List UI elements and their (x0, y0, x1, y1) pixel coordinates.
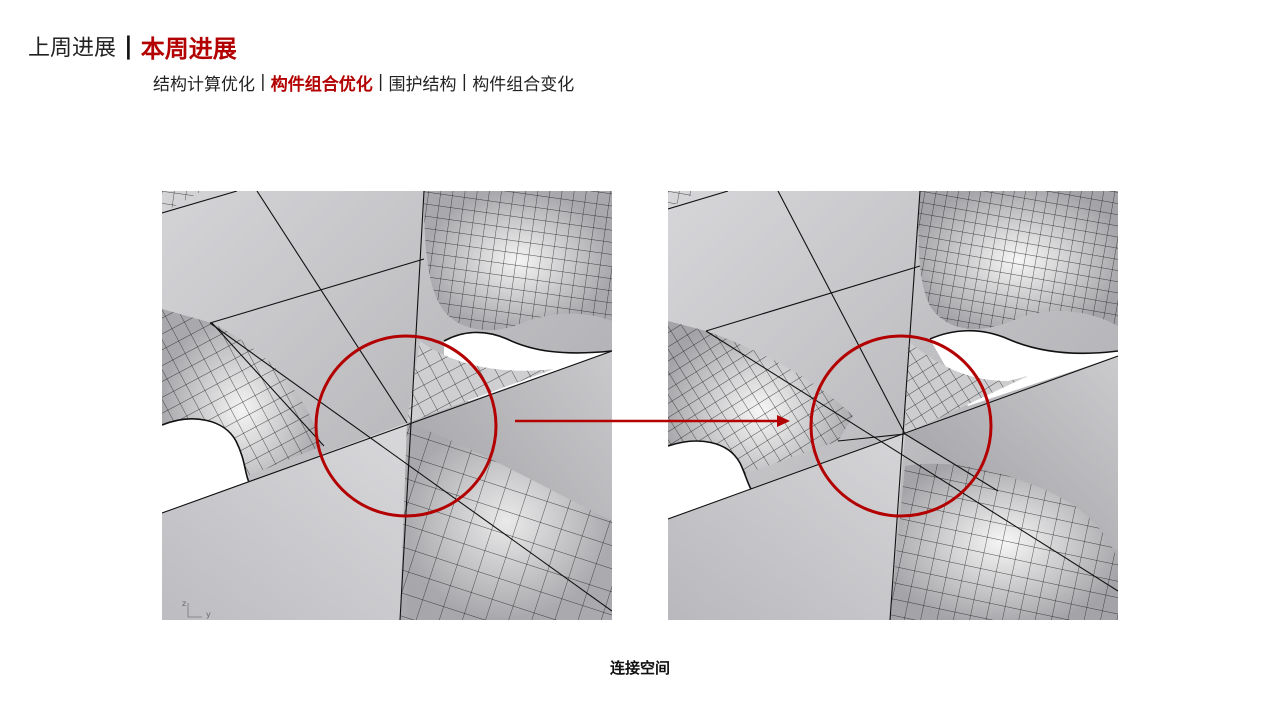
axis-gizmo-icon (187, 603, 202, 618)
subnav-separator: | (377, 72, 384, 92)
axis-label-z: z (182, 599, 186, 608)
sub-navigation: 结构计算优化 | 构件组合优化 | 围护结构 | 构件组合变化 (153, 69, 574, 95)
mesh-lines-top (918, 191, 1118, 329)
void-edge-right (443, 331, 612, 354)
mesh-lines-top (424, 191, 612, 331)
mesh-corner (162, 191, 202, 213)
void-edge-right (929, 329, 1118, 355)
render-after (668, 191, 1118, 620)
axis-label-y: y (206, 610, 211, 619)
header-separator: | (124, 32, 133, 60)
subnav-item-structure-optimization[interactable]: 结构计算优化 (153, 74, 255, 95)
mesh-corner (668, 191, 698, 209)
slide-header: 上周进展 | 本周进展 (28, 28, 237, 64)
void-edge-left (162, 418, 253, 488)
subnav-separator: | (260, 72, 266, 92)
render-before: z y (162, 191, 612, 620)
current-week-label[interactable]: 本周进展 (140, 34, 237, 63)
subnav-separator: | (461, 72, 468, 92)
subnav-item-component-optimization[interactable]: 构件组合优化 (270, 74, 373, 95)
subnav-item-envelope[interactable]: 围护结构 (388, 74, 457, 95)
previous-week-label[interactable]: 上周进展 (28, 36, 117, 61)
subnav-item-component-variation[interactable]: 构件组合变化 (472, 74, 575, 95)
figure-caption: 连接空间 (609, 659, 670, 677)
